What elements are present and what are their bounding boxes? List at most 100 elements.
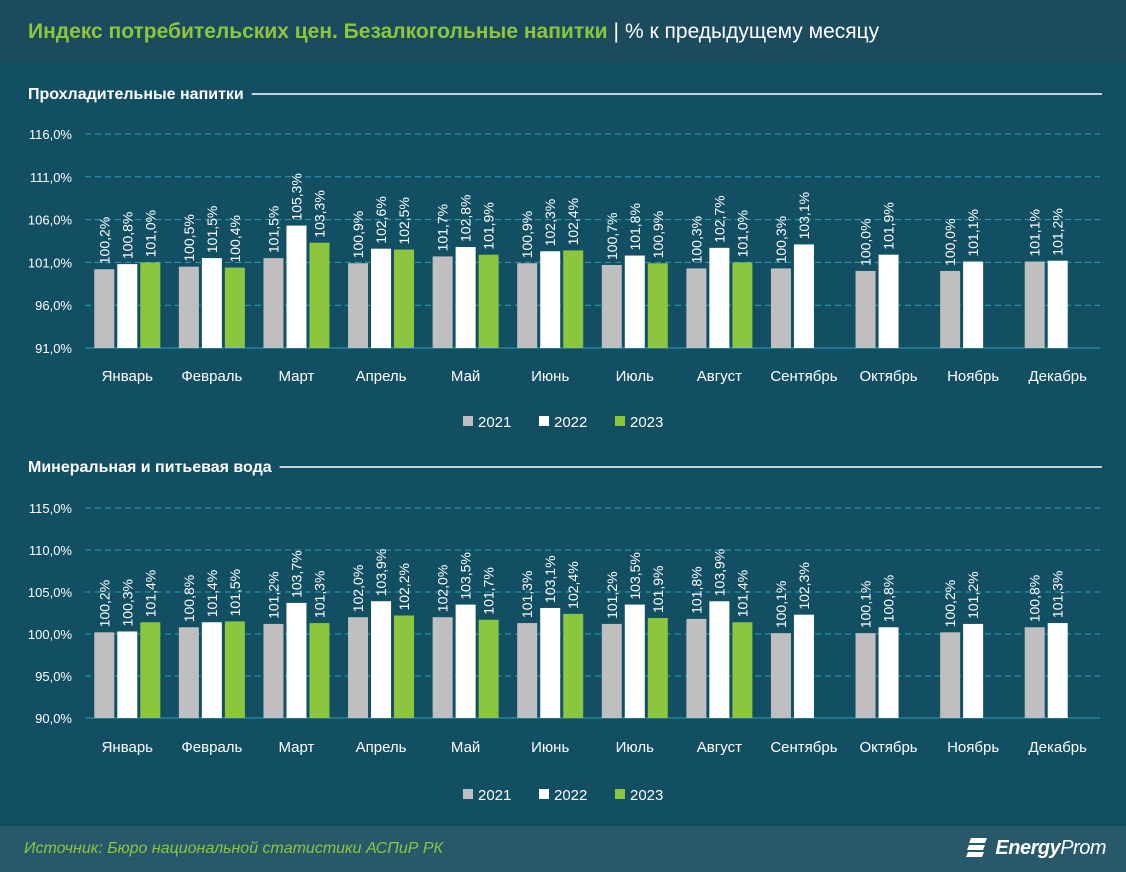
data-label: 102,2%: [396, 563, 412, 610]
data-label: 100,5%: [181, 214, 197, 261]
data-label: 101,4%: [142, 570, 158, 617]
x-tick-label: Сентябрь: [770, 368, 837, 385]
data-label: 101,2%: [1050, 208, 1066, 255]
x-tick-label: Август: [697, 739, 742, 756]
y-tick-label: 96,0%: [35, 298, 72, 313]
data-label: 101,2%: [265, 571, 281, 618]
bar-2021: [263, 258, 284, 348]
bar-2021: [178, 266, 199, 348]
data-label: 103,5%: [458, 552, 474, 599]
x-tick-label: Июнь: [531, 368, 569, 385]
bar-2022: [1047, 260, 1068, 348]
bar-2022: [371, 248, 392, 348]
data-label: 101,0%: [142, 210, 158, 257]
bar-2022: [540, 251, 561, 348]
energyprom-logo: EnergyProm: [965, 836, 1106, 860]
data-label: 100,2%: [942, 580, 958, 627]
data-label: 100,7%: [604, 212, 620, 259]
legend-label-2023: 2023: [630, 787, 663, 804]
y-tick-label: 95,0%: [35, 669, 72, 684]
y-tick-label: 100,0%: [28, 627, 73, 642]
bar-2023: [647, 618, 668, 718]
bar-2023: [309, 623, 330, 718]
data-label: 102,0%: [350, 565, 366, 612]
bar-2021: [855, 633, 876, 718]
bar-2022: [286, 602, 307, 718]
data-label: 101,0%: [734, 210, 750, 257]
y-tick-label: 110,0%: [29, 543, 73, 558]
legend-label-2021: 2021: [478, 414, 511, 431]
data-label: 100,9%: [350, 211, 366, 258]
bar-2022: [455, 246, 476, 348]
bar-2023: [732, 262, 753, 348]
data-label: 100,9%: [650, 211, 666, 258]
bar-2021: [94, 632, 115, 718]
data-label: 100,3%: [688, 216, 704, 263]
bar-2023: [394, 249, 415, 348]
bar-2023: [563, 613, 584, 718]
bar-2021: [263, 623, 284, 718]
bar-2022: [878, 627, 899, 718]
bar-2023: [394, 615, 415, 718]
x-tick-label: Май: [451, 739, 480, 756]
bar-2022: [963, 623, 984, 718]
bar-2022: [371, 601, 392, 718]
data-label: 100,1%: [773, 581, 789, 628]
page-title: Индекс потребительских цен. Безалкогольн…: [28, 20, 879, 44]
bar-2022: [878, 254, 899, 348]
x-tick-label: Февраль: [181, 739, 242, 756]
bar-2022: [540, 607, 561, 718]
data-label: 103,3%: [311, 190, 327, 237]
bar-2021: [94, 269, 115, 348]
data-label: 101,4%: [734, 570, 750, 617]
data-label: 100,0%: [942, 218, 958, 265]
x-tick-label: Октябрь: [859, 368, 917, 385]
data-label: 101,2%: [965, 571, 981, 618]
data-label: 100,1%: [858, 581, 874, 628]
data-label: 101,9%: [881, 202, 897, 249]
legend-swatch-2023: [615, 416, 625, 426]
x-tick-label: Ноябрь: [947, 739, 999, 756]
x-tick-label: Сентябрь: [770, 739, 837, 756]
title-separator: |: [613, 20, 619, 43]
bar-2023: [309, 242, 330, 348]
bar-2022: [286, 225, 307, 348]
y-tick-label: 91,0%: [35, 341, 72, 356]
bar-2021: [686, 268, 707, 348]
bar-2021: [770, 268, 791, 348]
y-tick-label: 90,0%: [35, 711, 72, 726]
data-label: 101,4%: [204, 570, 220, 617]
y-tick-label: 111,0%: [30, 170, 73, 185]
x-tick-label: Июнь: [531, 739, 569, 756]
data-label: 103,9%: [711, 549, 727, 596]
data-label: 100,3%: [119, 579, 135, 626]
x-tick-label: Май: [451, 368, 480, 385]
data-label: 102,8%: [458, 195, 474, 242]
x-tick-label: Август: [697, 368, 742, 385]
data-label: 100,0%: [858, 218, 874, 265]
bar-2023: [563, 250, 584, 348]
logo-text: EnergyProm: [995, 836, 1106, 859]
data-label: 101,2%: [604, 571, 620, 618]
data-label: 100,3%: [773, 216, 789, 263]
title-main: Индекс потребительских цен. Безалкогольн…: [28, 20, 608, 43]
bar-2023: [224, 267, 245, 348]
bar-2023: [732, 622, 753, 718]
data-label: 101,3%: [1050, 571, 1066, 618]
x-tick-label: Ноябрь: [947, 368, 999, 385]
bar-2022: [793, 244, 814, 348]
data-label: 101,8%: [627, 203, 643, 250]
title-unit: % к предыдущему месяцу: [625, 20, 880, 43]
data-label: 102,5%: [396, 197, 412, 244]
x-tick-label: Март: [279, 368, 315, 385]
bar-2021: [517, 263, 538, 348]
x-tick-label: Июль: [616, 739, 654, 756]
logo-icon: [966, 838, 988, 857]
data-label: 101,1%: [965, 209, 981, 256]
bar-2022: [455, 604, 476, 718]
bar-2021: [601, 264, 622, 348]
bar-2022: [709, 601, 730, 718]
bar-2021: [1024, 627, 1045, 718]
data-label: 102,4%: [565, 561, 581, 608]
